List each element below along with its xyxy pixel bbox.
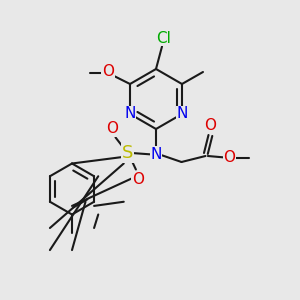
Text: S: S (122, 144, 133, 162)
Text: N: N (150, 147, 162, 162)
Text: O: O (224, 150, 236, 165)
Text: O: O (132, 172, 144, 187)
Text: N: N (124, 106, 136, 122)
Text: O: O (102, 64, 114, 80)
Text: Cl: Cl (156, 31, 171, 46)
Text: N: N (176, 106, 188, 122)
Text: O: O (204, 118, 216, 134)
Text: O: O (106, 121, 119, 136)
